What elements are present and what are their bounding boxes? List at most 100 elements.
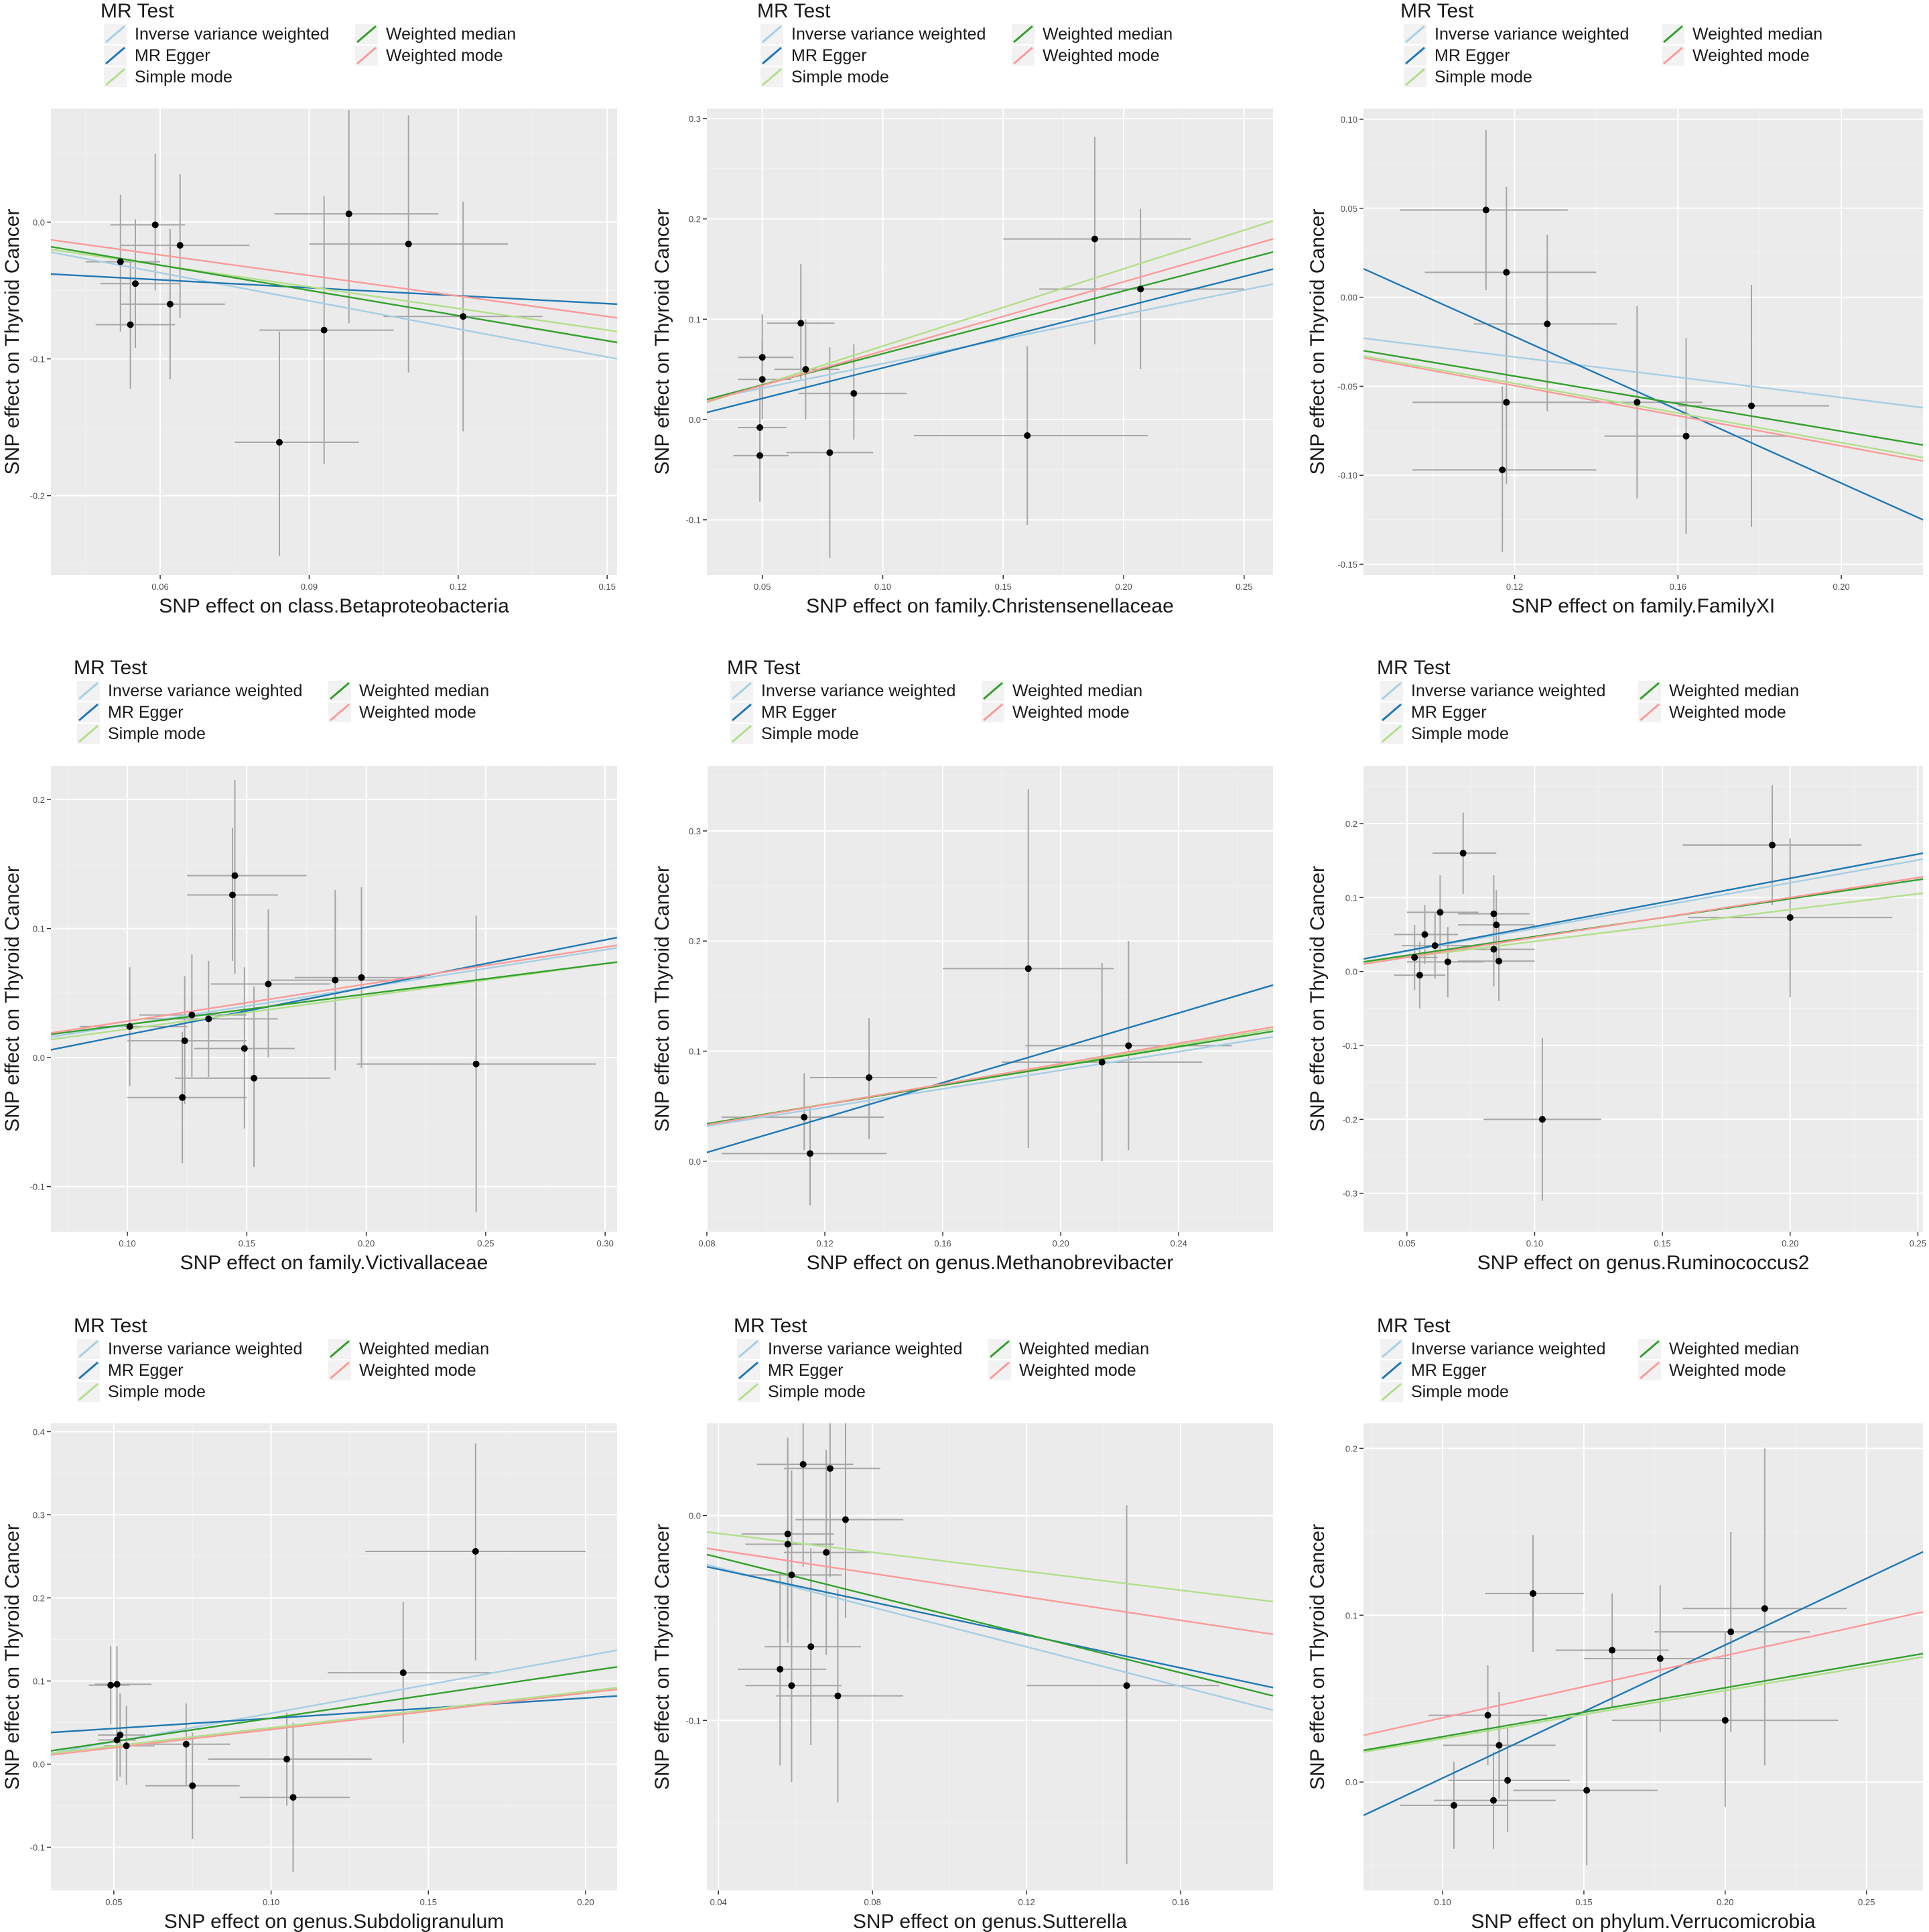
legend-item: Weighted mode: [982, 702, 1130, 722]
data-point: [166, 300, 174, 308]
data-point: [1583, 1787, 1591, 1794]
x-tick-label: 0.20: [1782, 1238, 1798, 1248]
legend-label: Weighted median: [1012, 682, 1142, 700]
y-tick-label: 0.0: [689, 1157, 701, 1167]
regression-line: [707, 1531, 1273, 1603]
data-point: [826, 1465, 834, 1472]
data-point: [1091, 235, 1098, 243]
x-tick-label: 0.20: [1115, 582, 1132, 592]
x-tick-label: 0.15: [599, 582, 616, 592]
x-axis-title: SNP effect on family.FamilyXI: [1512, 595, 1775, 617]
legend-item: Weighted median: [1638, 681, 1799, 701]
data-point: [472, 1060, 480, 1068]
data-point: [799, 1461, 807, 1468]
data-point: [788, 1571, 795, 1579]
x-tick-label: 0.30: [597, 1238, 614, 1248]
legend-key-line: [78, 1361, 98, 1380]
legend-item: Weighted median: [328, 1339, 489, 1359]
y-tick-label: -0.2: [30, 491, 45, 501]
data-point: [1024, 965, 1032, 972]
data-point: [1125, 1042, 1132, 1049]
data-point: [289, 1794, 297, 1801]
x-tick-label: 0.15: [420, 1897, 437, 1907]
x-tick-label: 0.08: [864, 1897, 881, 1907]
legend-key-line: [762, 68, 782, 86]
legend-title: MR Test: [757, 0, 831, 22]
legend-label: Inverse variance weighted: [1435, 25, 1629, 44]
data-point: [460, 313, 467, 320]
legend-label: Inverse variance weighted: [1411, 682, 1605, 700]
y-tick-label: -0.1: [1343, 1041, 1357, 1051]
x-tick-label: 0.04: [710, 1897, 727, 1907]
regression-line: [1363, 852, 1923, 960]
regression-line: [1363, 1551, 1923, 1817]
x-tick-label: 0.20: [577, 1897, 594, 1907]
data-point: [332, 976, 339, 984]
legend-item: Inverse variance weighted: [1404, 24, 1629, 44]
data-point: [1682, 432, 1690, 440]
legend-label: Simple mode: [791, 68, 889, 86]
data-point: [117, 1732, 124, 1739]
legend-key-line: [1013, 46, 1033, 65]
plot-area: [707, 109, 1273, 575]
legend-label: Simple mode: [1435, 68, 1532, 86]
legend-label: MR Egger: [108, 703, 184, 722]
legend-label: Weighted mode: [1019, 1361, 1136, 1380]
legend-item: Simple mode: [1404, 67, 1532, 87]
regression-line: [51, 936, 617, 1051]
data-point: [241, 1045, 248, 1052]
regression-line: [1363, 267, 1923, 521]
legend-label: Simple mode: [1411, 1382, 1509, 1401]
y-axis-title: SNP effect on Thyroid Cancer: [1307, 866, 1329, 1132]
regression-line: [51, 961, 617, 1035]
legend-item: Weighted median: [982, 681, 1142, 701]
legend-key-line: [738, 1382, 758, 1401]
y-tick-label: 0.4: [33, 1427, 45, 1437]
legend-label: Simple mode: [1411, 724, 1509, 743]
legend-item: Inverse variance weighted: [77, 1339, 302, 1359]
y-axis-title: SNP effect on Thyroid Cancer: [1, 866, 23, 1132]
data-point: [151, 221, 159, 229]
data-point: [265, 980, 272, 988]
x-tick-label: 0.08: [698, 1238, 715, 1248]
legend-label: MR Egger: [768, 1361, 844, 1380]
data-point: [1484, 1712, 1491, 1719]
legend-title: MR Test: [1400, 0, 1474, 22]
legend-key-line: [1382, 724, 1402, 743]
legend-item: Weighted mode: [1638, 1360, 1786, 1380]
y-axis-title: SNP effect on Thyroid Cancer: [651, 866, 673, 1132]
data-point: [1489, 1797, 1497, 1804]
data-point: [1123, 1682, 1130, 1689]
data-point: [1721, 1717, 1729, 1724]
y-tick-label: -0.1: [686, 515, 701, 525]
legend-label: Inverse variance weighted: [1411, 1340, 1605, 1358]
x-tick-label: 0.12: [1018, 1897, 1035, 1907]
legend-key-line: [78, 682, 98, 700]
data-point: [842, 1516, 849, 1523]
data-point: [807, 1643, 815, 1651]
legend-label: Inverse variance weighted: [108, 682, 302, 700]
legend-item: Inverse variance weighted: [760, 24, 986, 44]
plot-area: [707, 766, 1273, 1232]
regression-line: [707, 1553, 1273, 1697]
data-point: [1137, 285, 1144, 293]
legend-key-line: [1405, 68, 1425, 86]
y-tick-label: 0.2: [33, 1593, 45, 1603]
y-tick-label: 0.10: [1341, 115, 1357, 125]
x-axis-title: SNP effect on family.Victivallaceae: [180, 1252, 488, 1274]
data-point: [181, 1037, 188, 1045]
legend-key-line: [1382, 1382, 1402, 1401]
legend-item: MR Egger: [104, 46, 210, 66]
plot-area: [51, 1423, 617, 1890]
y-axis-title: SNP effect on Thyroid Cancer: [651, 1524, 673, 1790]
x-axis-title: SNP effect on genus.Ruminococcus2: [1477, 1252, 1810, 1274]
legend-label: Weighted mode: [359, 703, 476, 722]
data-point: [1416, 972, 1423, 979]
legend-title: MR Test: [74, 657, 147, 679]
chart-panel-5: MR Test Inverse variance weighted MR Egger…: [651, 657, 1273, 1274]
y-tick-label: -0.10: [1337, 470, 1357, 480]
legend-key-line: [1382, 703, 1402, 722]
plot-area: [707, 1423, 1273, 1890]
